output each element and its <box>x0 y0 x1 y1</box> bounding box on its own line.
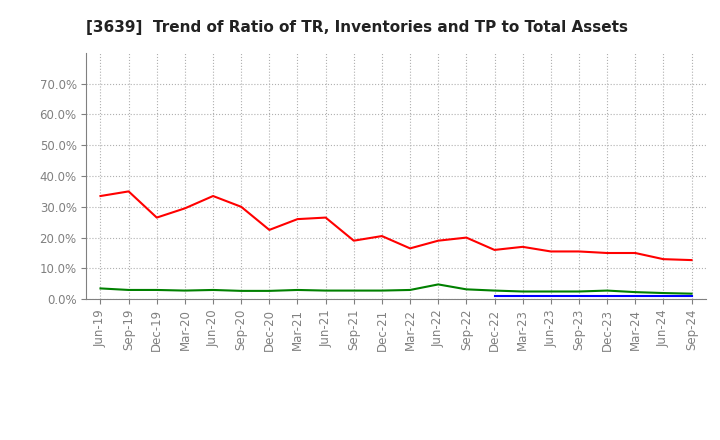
Line: Trade Receivables: Trade Receivables <box>101 191 691 260</box>
Trade Payables <box>349 288 358 293</box>
Trade Payables <box>237 288 246 293</box>
Trade Receivables <box>237 204 246 209</box>
Inventories <box>490 293 499 299</box>
Trade Receivables <box>377 233 386 238</box>
Trade Payables <box>153 287 161 293</box>
Trade Receivables <box>659 257 667 262</box>
Trade Payables <box>125 287 133 293</box>
Line: Trade Payables: Trade Payables <box>101 284 691 293</box>
Text: [3639]  Trend of Ratio of TR, Inventories and TP to Total Assets: [3639] Trend of Ratio of TR, Inventories… <box>86 20 629 35</box>
Inventories <box>575 293 583 299</box>
Trade Receivables <box>96 194 105 199</box>
Inventories <box>603 293 611 299</box>
Trade Receivables <box>125 189 133 194</box>
Inventories <box>659 293 667 299</box>
Trade Payables <box>265 288 274 293</box>
Trade Receivables <box>518 244 527 249</box>
Trade Receivables <box>406 246 415 251</box>
Trade Payables <box>546 289 555 294</box>
Trade Receivables <box>575 249 583 254</box>
Trade Payables <box>181 288 189 293</box>
Trade Receivables <box>490 247 499 253</box>
Trade Payables <box>603 288 611 293</box>
Trade Payables <box>377 288 386 293</box>
Trade Receivables <box>546 249 555 254</box>
Inventories <box>631 293 639 299</box>
Trade Payables <box>631 290 639 295</box>
Trade Receivables <box>265 227 274 232</box>
Inventories <box>687 293 696 299</box>
Trade Payables <box>406 287 415 293</box>
Trade Receivables <box>293 216 302 222</box>
Trade Payables <box>575 289 583 294</box>
Trade Receivables <box>687 257 696 263</box>
Trade Payables <box>490 288 499 293</box>
Trade Receivables <box>631 250 639 256</box>
Trade Receivables <box>349 238 358 243</box>
Trade Payables <box>659 290 667 296</box>
Trade Payables <box>209 287 217 293</box>
Inventories <box>518 293 527 299</box>
Trade Receivables <box>434 238 443 243</box>
Trade Receivables <box>153 215 161 220</box>
Trade Payables <box>293 287 302 293</box>
Trade Payables <box>434 282 443 287</box>
Trade Receivables <box>603 250 611 256</box>
Trade Payables <box>96 286 105 291</box>
Trade Payables <box>462 287 471 292</box>
Trade Payables <box>687 291 696 296</box>
Trade Receivables <box>321 215 330 220</box>
Trade Receivables <box>209 194 217 199</box>
Trade Receivables <box>181 206 189 211</box>
Trade Receivables <box>462 235 471 240</box>
Trade Payables <box>321 288 330 293</box>
Inventories <box>546 293 555 299</box>
Trade Payables <box>518 289 527 294</box>
